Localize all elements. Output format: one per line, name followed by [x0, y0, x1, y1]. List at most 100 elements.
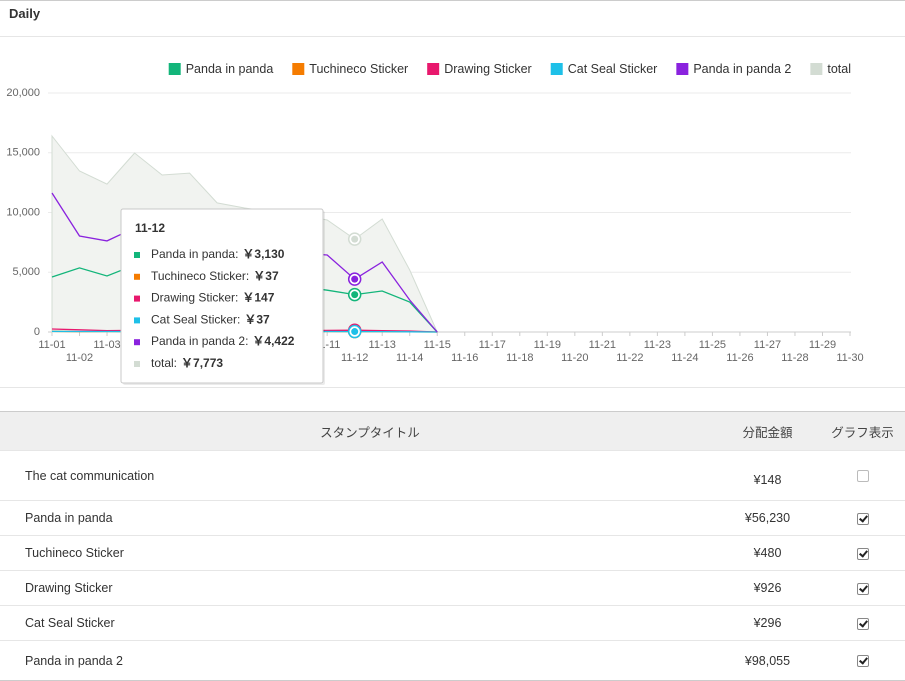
legend-label: Drawing Sticker	[444, 62, 532, 76]
hover-marker	[347, 324, 362, 339]
table-row: The cat communication ¥148	[0, 450, 905, 501]
x-tick-label: 11-29	[809, 339, 836, 351]
tooltip-swatch	[134, 317, 140, 324]
x-tick-label: 11-13	[369, 339, 396, 351]
tooltip-swatch	[134, 339, 140, 346]
marker-dot	[351, 291, 359, 299]
panel-header: Daily	[0, 0, 905, 37]
tooltip-label: Drawing Sticker:	[151, 291, 238, 305]
legend-item: Drawing Sticker	[427, 62, 532, 76]
sticker-title: Tuchineco Sticker	[0, 535, 715, 571]
column-header: 分配金額	[715, 411, 820, 451]
graph-toggle	[820, 535, 905, 571]
column-header: スタンプタイトル	[0, 411, 715, 451]
x-tick-label: 11-30	[836, 352, 863, 364]
x-tick-label: 11-03	[93, 339, 120, 351]
table-row: Panda in panda ¥56,230	[0, 500, 905, 536]
tooltip-item: Drawing Sticker: ￥147	[151, 291, 275, 305]
x-tick-label: 11-22	[616, 352, 643, 364]
tooltip-item: Panda in panda: ￥3,130	[151, 247, 285, 261]
marker-dot	[351, 275, 359, 283]
legend-label: Cat Seal Sticker	[568, 62, 658, 76]
tooltip-swatch	[134, 273, 140, 280]
legend-label: Panda in panda	[186, 62, 274, 76]
hover-marker	[347, 287, 362, 302]
tooltip-label: Panda in panda 2:	[151, 334, 248, 348]
checkbox[interactable]	[856, 470, 869, 483]
tooltip-box	[120, 208, 324, 384]
legend-item: Panda in panda	[168, 62, 274, 76]
marker-dot	[351, 328, 359, 336]
tooltip-item: total: ￥7,773	[151, 356, 223, 370]
tooltip-label: Panda in panda:	[151, 247, 238, 261]
x-tick-label: 11-25	[699, 339, 726, 351]
tooltip-item: Panda in panda 2: ￥4,422	[151, 334, 295, 348]
tooltip-item: Cat Seal Sticker: ￥37	[151, 313, 270, 327]
y-tick-label: 20,000	[6, 87, 40, 99]
sticker-title: Drawing Sticker	[0, 570, 715, 606]
tooltip-label: total:	[151, 356, 177, 370]
legend-label: total	[827, 62, 851, 76]
x-tick-label: 11-16	[451, 352, 478, 364]
legend-swatch	[676, 63, 689, 75]
tooltip-label: Cat Seal Sticker:	[151, 313, 240, 327]
checkbox[interactable]	[856, 512, 869, 525]
legend-label: Tuchineco Sticker	[309, 62, 408, 76]
legend-label: Panda in panda 2	[693, 62, 791, 76]
x-tick-label: 11-24	[671, 352, 698, 364]
table-row: Drawing Sticker ¥926	[0, 570, 905, 606]
graph-toggle	[820, 500, 905, 536]
x-tick-label: 11-26	[726, 352, 753, 364]
hover-marker	[347, 272, 362, 286]
x-tick-label: 11-19	[534, 339, 561, 351]
table-row: Panda in panda 2 ¥98,055	[0, 640, 905, 681]
legend-swatch	[427, 63, 440, 75]
tooltip-label: Tuchineco Sticker:	[151, 269, 249, 283]
tooltip-value: ￥4,422	[252, 334, 294, 348]
tooltip: 11-12 Panda in panda: ￥3,130 Tuchineco Stic…	[120, 208, 325, 385]
amount: ¥98,055	[715, 640, 820, 681]
sticker-title: Panda in panda	[0, 500, 715, 536]
x-tick-label: 11-01	[38, 339, 65, 351]
checkbox[interactable]	[856, 617, 869, 630]
graph-toggle	[820, 450, 905, 501]
tooltip-value: ￥147	[242, 291, 274, 305]
legend-item: Cat Seal Sticker	[550, 62, 658, 76]
amount: ¥926	[715, 570, 820, 606]
y-tick-label: 10,000	[6, 206, 40, 218]
tooltip-value: ￥37	[253, 269, 279, 283]
legend-item: Tuchineco Sticker	[292, 62, 408, 76]
legend-swatch	[810, 63, 823, 75]
x-tick-label: 11-15	[424, 339, 451, 351]
tooltip-value: ￥3,130	[242, 247, 284, 261]
graph-toggle	[820, 640, 905, 681]
y-tick-label: 5,000	[12, 266, 40, 278]
amount: ¥296	[715, 605, 820, 641]
sticker-title: Panda in panda 2	[0, 640, 715, 681]
checkbox[interactable]	[856, 582, 869, 595]
x-tick-label: 11-20	[561, 352, 588, 364]
y-tick-label: 15,000	[6, 147, 40, 159]
sticker-title: The cat communication	[0, 450, 715, 501]
hover-marker	[347, 232, 362, 246]
panel-title: Daily	[9, 6, 41, 21]
amount: ¥480	[715, 535, 820, 571]
checkbox[interactable]	[856, 655, 869, 668]
divider	[0, 387, 905, 388]
graph-toggle	[820, 605, 905, 641]
amount: ¥56,230	[715, 500, 820, 536]
table-row: Tuchineco Sticker ¥480	[0, 535, 905, 571]
x-tick-label: 11-28	[781, 352, 808, 364]
tooltip-swatch	[134, 361, 140, 367]
tooltip-title: 11-12	[135, 221, 165, 235]
x-tick-label: 11-02	[66, 352, 93, 364]
sticker-table: スタンプタイトル 分配金額 グラフ表示 The cat communication ¥1…	[0, 411, 905, 681]
x-tick-label: 11-21	[589, 339, 616, 351]
graph-toggle	[820, 570, 905, 606]
table-row: Cat Seal Sticker ¥296	[0, 605, 905, 641]
y-tick-label: 0	[34, 326, 40, 338]
checkbox[interactable]	[856, 547, 869, 560]
x-tick-label: 11-12	[341, 352, 368, 364]
